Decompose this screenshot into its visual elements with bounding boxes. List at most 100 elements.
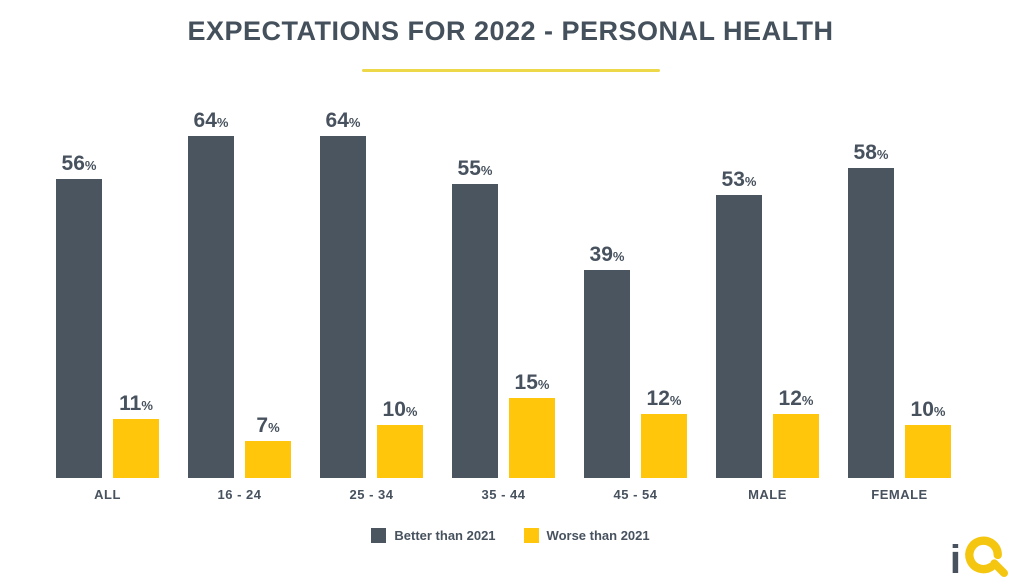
bar-pair: 56% 11% bbox=[56, 103, 159, 478]
bar-better-than-2021 bbox=[320, 136, 366, 478]
bar-group: 39% 12% 45 - 54 bbox=[584, 103, 687, 503]
bar-better-than-2021 bbox=[56, 179, 102, 478]
iq-logo: i bbox=[949, 531, 1009, 580]
bar-value-percent-sign: % bbox=[216, 115, 229, 130]
bar-value-percent-sign: % bbox=[84, 158, 97, 173]
bar-value-label: 10% bbox=[911, 399, 946, 420]
bar-value-number: 12 bbox=[778, 387, 802, 410]
bar-value-percent-sign: % bbox=[141, 398, 153, 413]
bar-value-label: 58% bbox=[854, 142, 889, 163]
category-label: 35 - 44 bbox=[481, 487, 526, 502]
legend-item: Worse than 2021 bbox=[523, 528, 650, 543]
bar-better-than-2021 bbox=[584, 270, 630, 478]
chart-title: EXPECTATIONS FOR 2022 - PERSONAL HEALTH bbox=[187, 16, 834, 46]
bar-value-label: 56% bbox=[62, 153, 97, 174]
bar-better-than-2021 bbox=[452, 184, 498, 478]
bar-value-percent-sign: % bbox=[876, 147, 889, 162]
bar-value-number: 7 bbox=[256, 414, 269, 437]
bar-column: 10% bbox=[905, 399, 951, 478]
bar-value-number: 11 bbox=[119, 392, 142, 415]
bar-value-number: 64 bbox=[193, 109, 217, 132]
chart-legend: Better than 2021 Worse than 2021 bbox=[0, 528, 1021, 543]
bar-value-number: 56 bbox=[61, 152, 85, 175]
bar-value-number: 53 bbox=[721, 168, 745, 191]
bar-worse-than-2021 bbox=[509, 398, 555, 478]
bar-value-percent-sign: % bbox=[669, 393, 682, 408]
bar-value-number: 58 bbox=[853, 141, 877, 164]
bar-value-percent-sign: % bbox=[933, 404, 946, 419]
bar-column: 64% bbox=[320, 110, 366, 478]
bar-group: 53% 12% MALE bbox=[716, 103, 819, 503]
bar-value-number: 64 bbox=[325, 109, 349, 132]
bar-column: 58% bbox=[848, 142, 894, 478]
bar-value-number: 10 bbox=[382, 398, 406, 421]
bar-worse-than-2021 bbox=[905, 425, 951, 478]
bar-worse-than-2021 bbox=[377, 425, 423, 478]
bar-pair: 53% 12% bbox=[716, 103, 819, 478]
legend-label: Worse than 2021 bbox=[546, 528, 650, 543]
bar-column: 12% bbox=[641, 388, 687, 478]
bar-worse-than-2021 bbox=[113, 419, 159, 478]
bar-pair: 55% 15% bbox=[452, 103, 555, 478]
bar-column: 15% bbox=[509, 372, 555, 478]
bar-value-number: 15 bbox=[514, 371, 538, 394]
bar-column: 64% bbox=[188, 110, 234, 478]
bar-column: 55% bbox=[452, 158, 498, 478]
bar-value-percent-sign: % bbox=[744, 174, 757, 189]
bar-group: 64% 10% 25 - 34 bbox=[320, 103, 423, 503]
iq-logo-letter-i: i bbox=[949, 538, 961, 580]
bar-value-label: 55% bbox=[458, 158, 493, 179]
bar-worse-than-2021 bbox=[245, 441, 291, 478]
bar-value-label: 11% bbox=[119, 393, 153, 414]
bar-chart: 56% 11% ALL 64% 7% 16 - 24 64% 10% 25 - 34 55% 15%… bbox=[56, 103, 951, 503]
bar-value-percent-sign: % bbox=[268, 420, 280, 435]
legend-swatch-icon bbox=[371, 528, 387, 543]
bar-value-label: 39% bbox=[590, 244, 625, 265]
bar-group: 58% 10% FEMALE bbox=[848, 103, 951, 503]
bar-value-percent-sign: % bbox=[537, 377, 550, 392]
bar-value-label: 12% bbox=[647, 388, 682, 409]
bar-worse-than-2021 bbox=[773, 414, 819, 478]
bar-column: 11% bbox=[113, 393, 159, 478]
category-label: FEMALE bbox=[871, 487, 928, 502]
bar-value-label: 53% bbox=[722, 169, 757, 190]
bar-value-label: 7% bbox=[256, 415, 279, 436]
bar-value-label: 64% bbox=[326, 110, 361, 131]
bar-better-than-2021 bbox=[188, 136, 234, 478]
bar-value-number: 39 bbox=[589, 243, 613, 266]
bar-value-number: 10 bbox=[910, 398, 934, 421]
bar-value-label: 64% bbox=[194, 110, 229, 131]
bar-value-percent-sign: % bbox=[405, 404, 418, 419]
category-label: 16 - 24 bbox=[217, 487, 262, 502]
bar-pair: 39% 12% bbox=[584, 103, 687, 478]
bar-value-percent-sign: % bbox=[480, 163, 493, 178]
bar-column: 12% bbox=[773, 388, 819, 478]
bar-better-than-2021 bbox=[848, 168, 894, 478]
bar-group: 64% 7% 16 - 24 bbox=[188, 103, 291, 503]
bar-value-percent-sign: % bbox=[801, 393, 814, 408]
bar-value-label: 12% bbox=[779, 388, 814, 409]
legend-swatch-icon bbox=[523, 528, 539, 543]
legend-item: Better than 2021 bbox=[371, 528, 496, 543]
bar-column: 56% bbox=[56, 153, 102, 478]
bar-pair: 64% 10% bbox=[320, 103, 423, 478]
bar-value-percent-sign: % bbox=[348, 115, 361, 130]
bar-group: 55% 15% 35 - 44 bbox=[452, 103, 555, 503]
iq-logo-q-swirl-icon bbox=[965, 536, 1009, 578]
category-label: MALE bbox=[748, 487, 787, 502]
title-underline bbox=[362, 69, 660, 72]
bar-value-percent-sign: % bbox=[612, 249, 625, 264]
bar-value-label: 15% bbox=[515, 372, 550, 393]
bar-value-label: 10% bbox=[383, 399, 418, 420]
bar-pair: 64% 7% bbox=[188, 103, 291, 478]
bar-column: 7% bbox=[245, 415, 291, 478]
bar-value-number: 12 bbox=[646, 387, 670, 410]
bar-value-number: 55 bbox=[457, 157, 481, 180]
category-label: ALL bbox=[94, 487, 121, 502]
bar-column: 53% bbox=[716, 169, 762, 478]
category-label: 25 - 34 bbox=[349, 487, 394, 502]
category-label: 45 - 54 bbox=[613, 487, 658, 502]
bar-group: 56% 11% ALL bbox=[56, 103, 159, 503]
bar-pair: 58% 10% bbox=[848, 103, 951, 478]
